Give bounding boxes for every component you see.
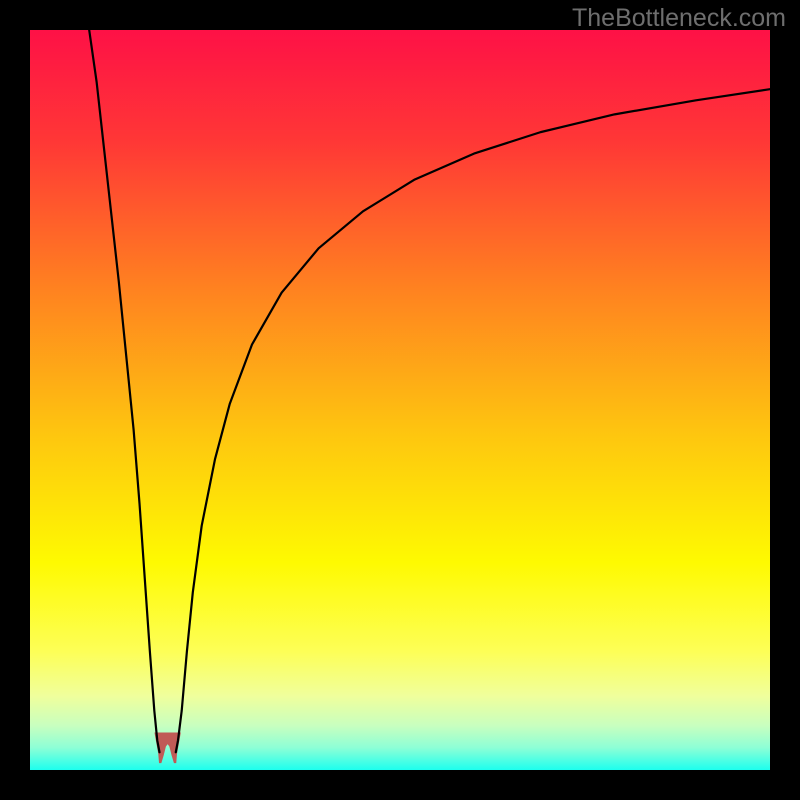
watermark-text: TheBottleneck.com [572,4,786,33]
curve-left-branch [89,30,159,752]
chart-container: TheBottleneck.com [0,0,800,800]
curve-right-branch [176,89,770,752]
plot-area [30,30,770,770]
curve-svg [30,30,770,770]
